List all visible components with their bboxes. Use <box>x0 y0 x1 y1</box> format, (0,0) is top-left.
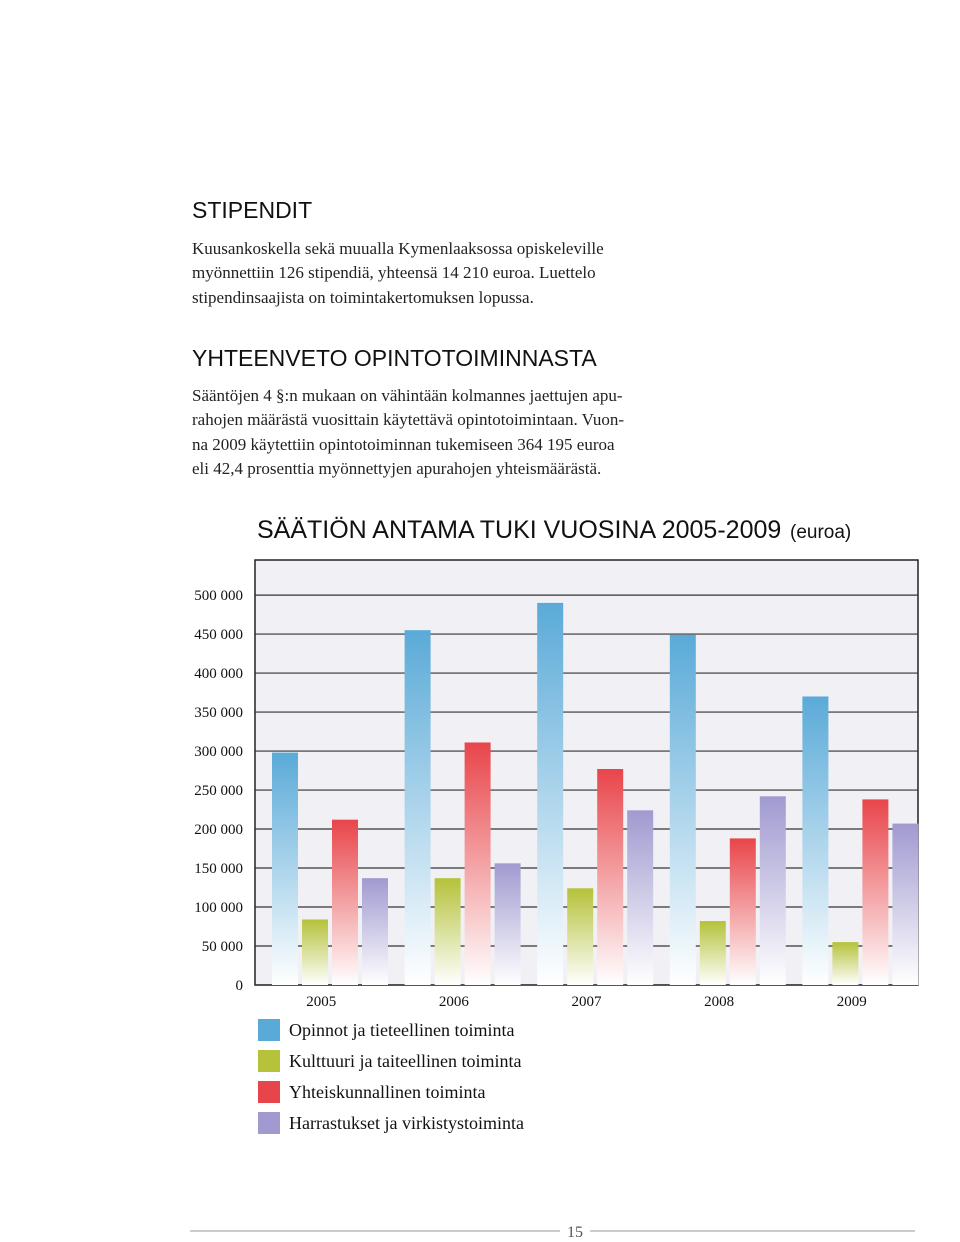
bar <box>699 921 726 985</box>
bar <box>404 630 431 985</box>
paragraph-line: rahojen määrästä vuosittain käytettävä o… <box>192 410 624 429</box>
x-tick-label: 2006 <box>439 994 470 1010</box>
bar <box>434 878 461 985</box>
chart-subtitle: (euroa) <box>790 522 851 543</box>
x-tick-label: 2005 <box>306 994 336 1010</box>
y-tick-label: 150 000 <box>194 861 243 877</box>
y-tick-label: 500 000 <box>194 588 243 604</box>
legend-label: Yhteiskunnallinen toiminta <box>289 1082 485 1102</box>
chart-title: SÄÄTIÖN ANTAMA TUKI VUOSINA 2005-2009 <box>257 516 781 544</box>
legend-swatch <box>258 1112 280 1134</box>
x-tick-label: 2008 <box>704 994 734 1010</box>
bar <box>729 838 756 985</box>
y-tick-label: 300 000 <box>194 744 243 760</box>
bar <box>272 752 298 985</box>
bar <box>332 819 358 985</box>
bar <box>494 863 521 985</box>
y-tick-label: 0 <box>236 978 244 994</box>
x-tick-label: 2009 <box>837 994 867 1010</box>
y-tick-label: 350 000 <box>194 705 243 721</box>
section-heading: YHTEENVETO OPINTOTOIMINNASTA <box>192 345 597 371</box>
y-tick-label: 200 000 <box>194 822 243 838</box>
legend-swatch <box>258 1081 280 1103</box>
legend-swatch <box>258 1050 280 1072</box>
bar <box>597 768 624 985</box>
paragraph-line: eli 42,4 prosenttia myönnettyjen apuraho… <box>192 459 601 478</box>
bar <box>802 696 829 985</box>
section-heading: STIPENDIT <box>192 197 312 223</box>
paragraph-line: stipendinsaajista on toimintakertomuksen… <box>192 288 534 307</box>
bar <box>627 810 654 985</box>
bar <box>362 878 388 985</box>
bar <box>537 602 564 985</box>
bar <box>759 796 786 985</box>
paragraph-line: myönnettiin 126 stipendiä, yhteensä 14 2… <box>192 263 596 282</box>
legend-swatch <box>258 1019 280 1041</box>
bar <box>862 799 889 985</box>
paragraph-line: Sääntöjen 4 §:n mukaan on vähintään kolm… <box>192 386 623 405</box>
page-number: 15 <box>567 1224 583 1241</box>
legend-label: Kulttuuri ja taiteellinen toiminta <box>289 1051 521 1071</box>
x-tick-label: 2007 <box>572 994 603 1010</box>
bar <box>567 888 594 985</box>
y-tick-label: 100 000 <box>194 900 243 916</box>
bar <box>892 823 919 985</box>
paragraph-line: Kuusankoskella sekä muualla Kymenlaaksos… <box>192 239 604 258</box>
y-tick-label: 250 000 <box>194 783 243 799</box>
bar <box>669 634 696 985</box>
legend-label: Harrastukset ja virkistystoiminta <box>289 1113 524 1133</box>
bar <box>302 919 328 985</box>
y-tick-label: 50 000 <box>202 939 243 955</box>
bar <box>832 942 859 985</box>
legend-label: Opinnot ja tieteellinen toiminta <box>289 1020 514 1040</box>
y-tick-label: 400 000 <box>194 666 243 682</box>
y-tick-label: 450 000 <box>194 627 243 643</box>
bar <box>464 742 491 985</box>
paragraph-line: na 2009 käytettiin opintotoiminnan tukem… <box>192 435 615 454</box>
